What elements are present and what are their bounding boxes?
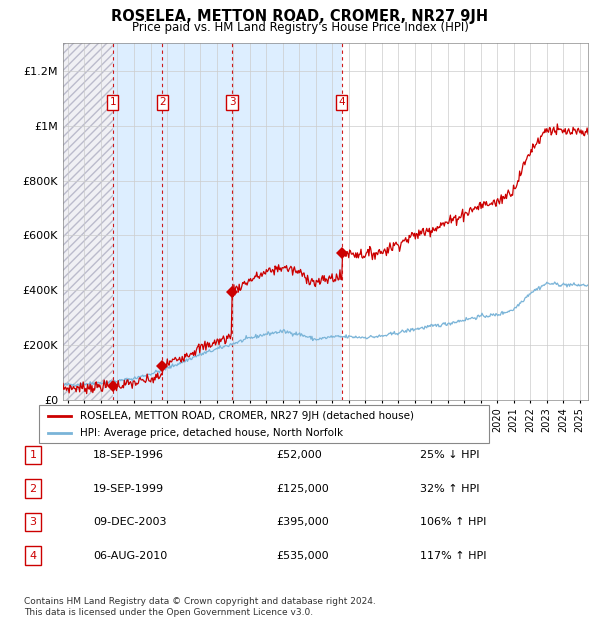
- Bar: [63, 43, 113, 400]
- FancyBboxPatch shape: [39, 405, 489, 443]
- Text: 117% ↑ HPI: 117% ↑ HPI: [420, 551, 487, 560]
- Text: 3: 3: [29, 517, 37, 527]
- Text: 2: 2: [29, 484, 37, 494]
- Text: ROSELEA, METTON ROAD, CROMER, NR27 9JH: ROSELEA, METTON ROAD, CROMER, NR27 9JH: [112, 9, 488, 24]
- Bar: [342, 43, 588, 400]
- Text: ROSELEA, METTON ROAD, CROMER, NR27 9JH (detached house): ROSELEA, METTON ROAD, CROMER, NR27 9JH (…: [79, 410, 413, 420]
- Text: 19-SEP-1999: 19-SEP-1999: [93, 484, 164, 494]
- Bar: [113, 43, 342, 400]
- Text: 09-DEC-2003: 09-DEC-2003: [93, 517, 167, 527]
- Text: 1: 1: [29, 450, 37, 460]
- Text: 3: 3: [229, 97, 235, 107]
- Text: £535,000: £535,000: [276, 551, 329, 560]
- Text: HPI: Average price, detached house, North Norfolk: HPI: Average price, detached house, Nort…: [79, 428, 343, 438]
- Text: 32% ↑ HPI: 32% ↑ HPI: [420, 484, 479, 494]
- Text: 4: 4: [338, 97, 345, 107]
- Text: £395,000: £395,000: [276, 517, 329, 527]
- Text: £52,000: £52,000: [276, 450, 322, 460]
- Text: Contains HM Land Registry data © Crown copyright and database right 2024.
This d: Contains HM Land Registry data © Crown c…: [24, 598, 376, 617]
- Text: Price paid vs. HM Land Registry's House Price Index (HPI): Price paid vs. HM Land Registry's House …: [131, 21, 469, 34]
- Text: 25% ↓ HPI: 25% ↓ HPI: [420, 450, 479, 460]
- Text: 18-SEP-1996: 18-SEP-1996: [93, 450, 164, 460]
- Text: 4: 4: [29, 551, 37, 560]
- Bar: [63, 43, 113, 400]
- Text: 1: 1: [110, 97, 116, 107]
- Text: 2: 2: [159, 97, 166, 107]
- Text: £125,000: £125,000: [276, 484, 329, 494]
- Text: 06-AUG-2010: 06-AUG-2010: [93, 551, 167, 560]
- Text: 106% ↑ HPI: 106% ↑ HPI: [420, 517, 487, 527]
